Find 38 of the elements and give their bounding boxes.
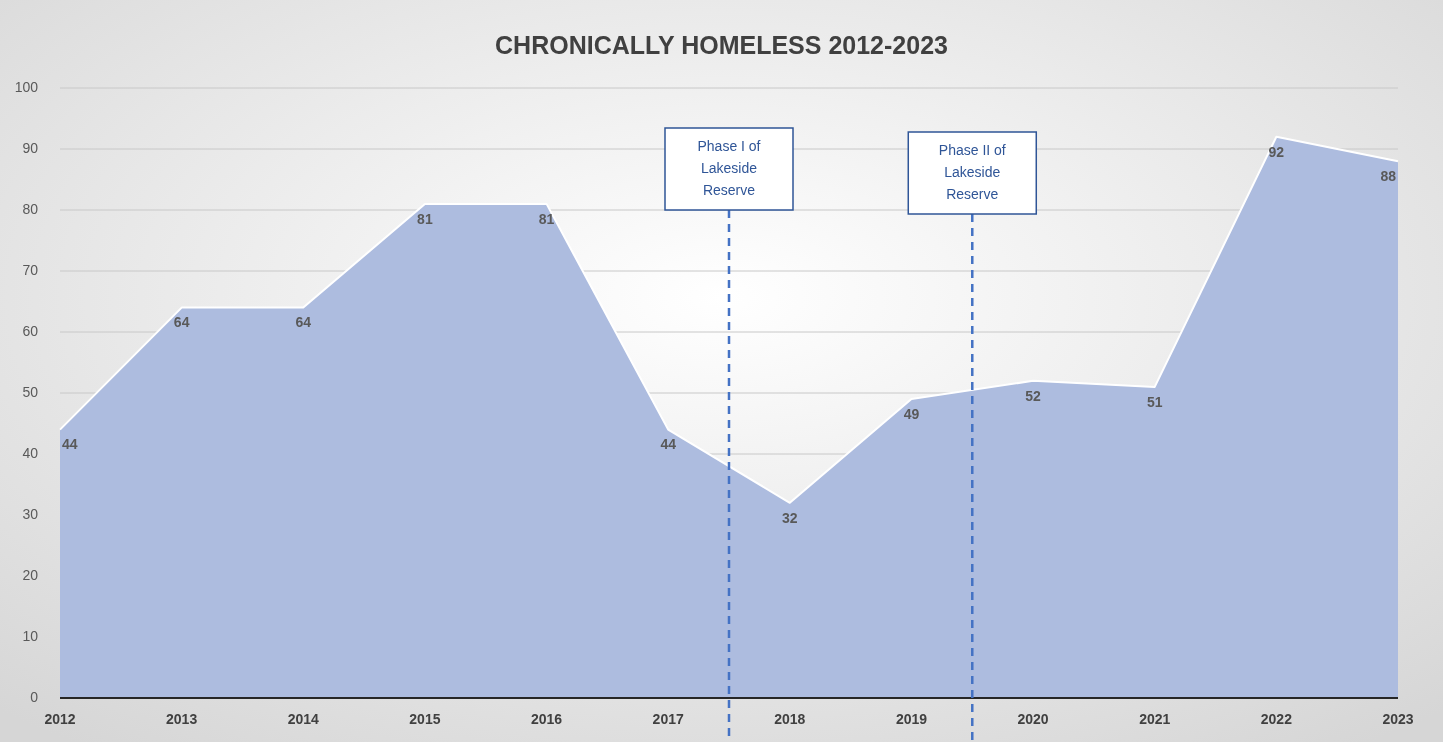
y-tick-label: 30: [22, 505, 39, 522]
x-tick-label: 2013: [166, 711, 198, 727]
y-tick-label: 20: [22, 566, 39, 583]
data-label: 81: [417, 210, 433, 227]
x-tick-label: 2018: [774, 711, 806, 727]
ref-line-label: Phase I of Lakeside Reserve: [697, 138, 761, 198]
data-label: 88: [1380, 167, 1397, 184]
data-label: 52: [1025, 387, 1042, 404]
data-label: 32: [782, 509, 798, 526]
y-tick-label: 40: [22, 444, 39, 461]
y-tick-label: 90: [22, 139, 39, 156]
x-tick-label: 2016: [530, 711, 563, 727]
x-tick-label: 2023: [1382, 711, 1414, 727]
data-label: 81: [538, 210, 555, 227]
x-tick-label: 2019: [895, 711, 928, 727]
y-tick-label: 10: [22, 627, 39, 644]
x-tick-label: 2021: [1139, 711, 1171, 727]
x-tick-label: 2014: [287, 711, 320, 727]
y-tick-label: 50: [22, 383, 39, 400]
data-label: 92: [1268, 143, 1285, 160]
data-label: 51: [1146, 393, 1163, 410]
x-tick-label: 2015: [409, 711, 441, 727]
y-tick-label: 80: [22, 200, 39, 217]
y-tick-label: 70: [22, 261, 39, 278]
x-tick-label: 2012: [44, 711, 76, 727]
data-label: 44: [660, 436, 677, 453]
data-label: 64: [173, 314, 190, 331]
x-tick-label: 2017: [652, 711, 684, 727]
y-tick-label: 0: [30, 688, 39, 705]
y-tick-label: 100: [14, 78, 39, 95]
x-tick-label: 2022: [1260, 711, 1293, 727]
data-label: 44: [62, 436, 78, 453]
data-label: 49: [903, 405, 920, 422]
x-tick-label: 2020: [1017, 711, 1049, 727]
ref-line-label: Phase II of Lakeside Reserve: [938, 142, 1006, 202]
data-label: 64: [295, 314, 312, 331]
chart-title: CHRONICALLY HOMELESS 2012-2023: [495, 31, 948, 59]
y-tick-label: 60: [22, 322, 39, 339]
